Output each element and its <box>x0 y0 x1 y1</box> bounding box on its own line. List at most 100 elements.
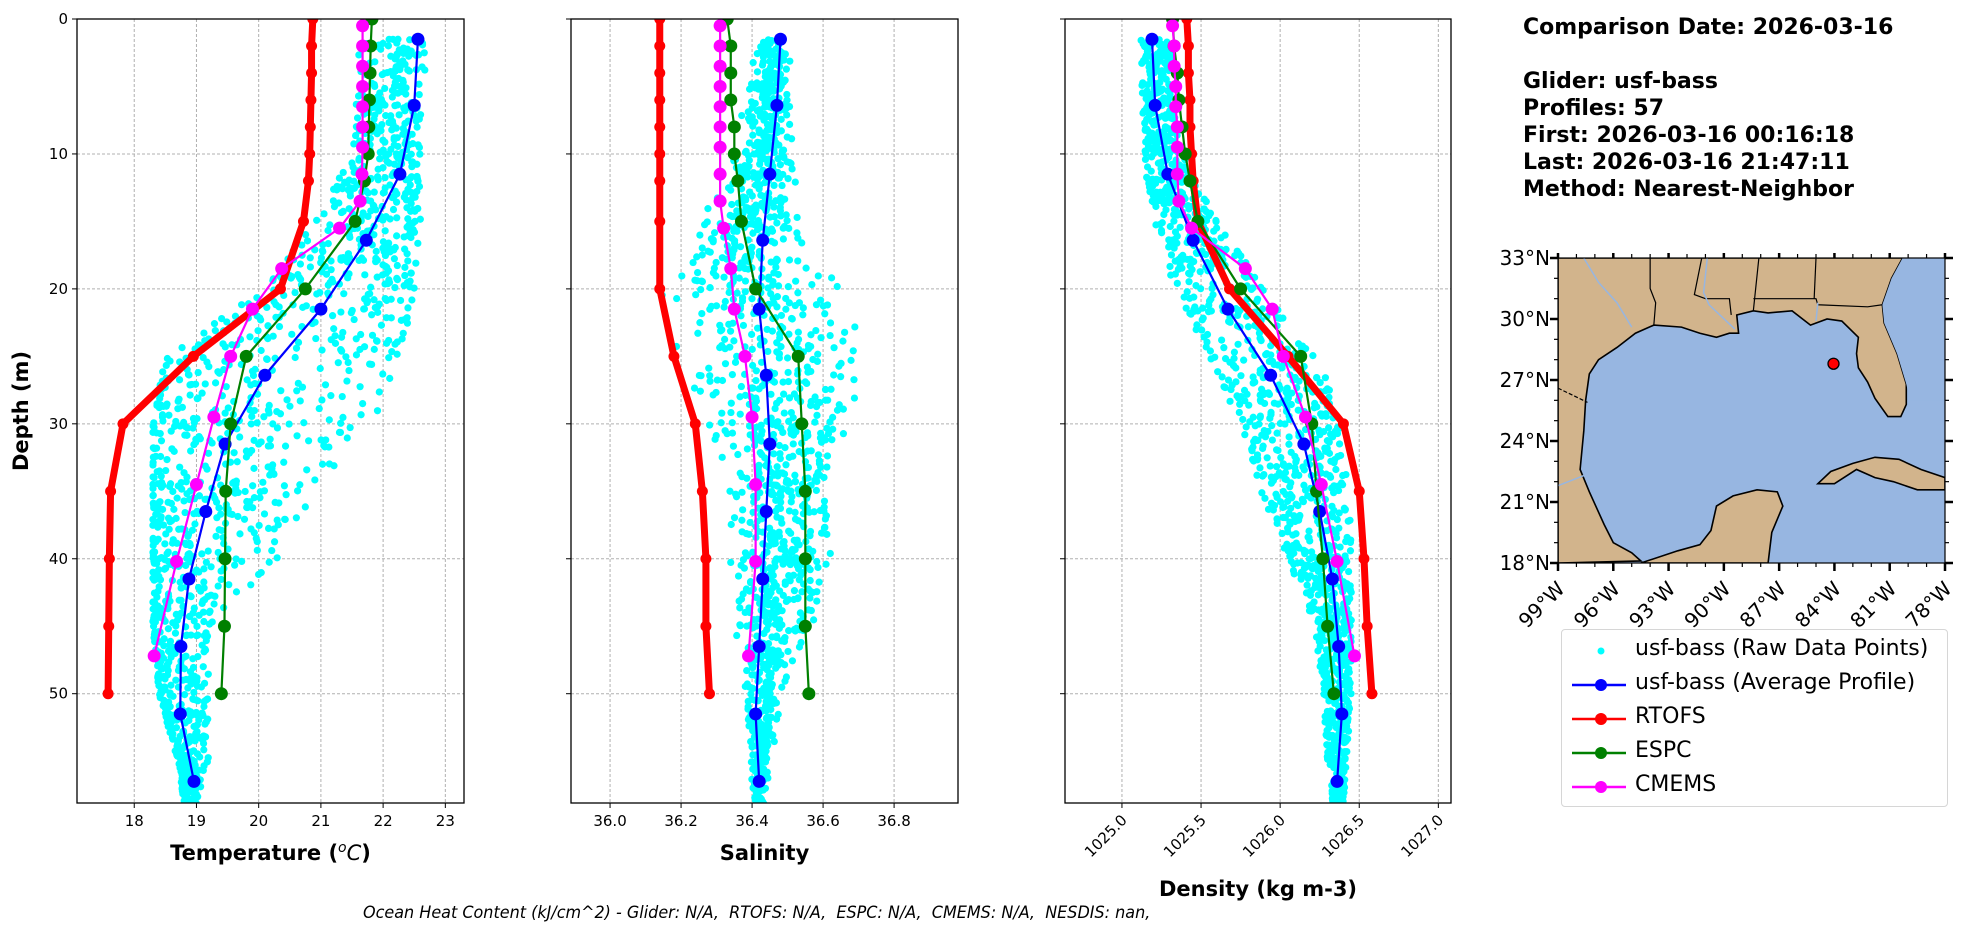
raw-data-point <box>243 376 251 384</box>
raw-data-point <box>775 141 783 149</box>
raw-data-point <box>717 419 725 427</box>
raw-data-point <box>1345 567 1353 576</box>
raw-data-point <box>393 350 401 358</box>
raw-data-point <box>763 325 771 334</box>
raw-data-point <box>805 545 813 553</box>
raw-data-point <box>255 521 263 530</box>
raw-data-point <box>1260 399 1269 408</box>
raw-data-point <box>189 424 197 432</box>
raw-data-point <box>331 332 339 340</box>
raw-data-point <box>1333 788 1341 796</box>
data-point-glider <box>1332 639 1346 653</box>
raw-data-point <box>215 369 223 377</box>
raw-data-point <box>171 629 180 637</box>
raw-data-point <box>243 503 252 512</box>
raw-data-point <box>1272 463 1281 471</box>
raw-data-point <box>393 261 401 270</box>
data-point-cmems <box>1170 120 1184 134</box>
raw-data-point <box>1236 306 1244 314</box>
raw-data-point <box>767 611 776 619</box>
raw-data-point <box>785 507 794 515</box>
raw-data-point <box>181 691 189 699</box>
raw-data-point <box>766 213 774 221</box>
raw-data-point <box>739 321 748 330</box>
raw-data-point <box>750 671 758 679</box>
raw-data-point <box>1173 232 1181 240</box>
raw-data-point <box>257 569 265 577</box>
raw-data-point <box>1212 216 1220 225</box>
raw-data-point <box>712 258 720 267</box>
raw-data-point <box>1294 501 1302 510</box>
raw-data-point <box>1345 684 1353 692</box>
raw-data-point <box>784 174 792 183</box>
raw-data-point <box>238 557 246 565</box>
raw-data-point <box>236 530 244 538</box>
raw-data-point <box>399 49 408 57</box>
raw-data-point <box>1258 489 1266 497</box>
raw-data-point <box>170 505 178 513</box>
raw-data-point <box>171 422 179 430</box>
raw-data-point <box>751 84 759 92</box>
raw-data-point <box>812 326 820 335</box>
data-point-cmems <box>1238 262 1252 276</box>
raw-data-point <box>249 482 257 490</box>
raw-data-point <box>168 733 176 741</box>
data-point-cmems <box>713 194 727 208</box>
data-point-cmems <box>1348 649 1361 663</box>
raw-data-point <box>381 174 389 182</box>
raw-data-point <box>1300 481 1308 489</box>
raw-data-point <box>812 486 820 495</box>
raw-data-point <box>182 795 190 803</box>
raw-data-point <box>374 165 382 173</box>
raw-data-point <box>1309 352 1317 360</box>
data-point-glider <box>756 572 770 586</box>
raw-data-point <box>319 247 327 256</box>
raw-data-point <box>338 347 346 355</box>
data-point-rtofs <box>654 148 666 160</box>
raw-data-point <box>729 442 738 450</box>
raw-data-point <box>303 237 312 245</box>
raw-data-point <box>393 39 401 47</box>
data-point-rtofs <box>307 19 319 25</box>
raw-data-point <box>787 498 795 506</box>
raw-data-point <box>343 179 351 187</box>
raw-data-point <box>409 140 417 148</box>
data-point-espc <box>798 484 812 498</box>
raw-data-point <box>785 527 793 535</box>
raw-data-point <box>202 718 210 726</box>
series-cmems <box>713 19 763 663</box>
data-point-rtofs <box>1224 283 1236 295</box>
raw-data-point <box>1166 222 1174 231</box>
raw-data-point <box>1283 497 1292 505</box>
raw-data-point <box>752 367 760 375</box>
raw-data-point <box>1228 381 1236 389</box>
raw-data-point <box>247 420 255 428</box>
raw-data-point <box>774 282 783 290</box>
raw-data-point <box>180 665 188 673</box>
raw-data-point <box>690 384 699 392</box>
raw-data-point <box>788 135 796 143</box>
raw-data-point <box>1343 722 1351 730</box>
raw-data-point <box>207 591 215 599</box>
raw-data-point <box>764 36 772 44</box>
density-panel: 1025.0 1025.5 1026.0 1026.5 1027.0 Density (k… <box>1060 18 1452 901</box>
raw-data-point <box>833 282 841 291</box>
raw-data-point <box>1188 266 1196 274</box>
raw-data-point <box>1322 683 1330 691</box>
raw-data-point <box>771 420 779 428</box>
raw-data-point <box>780 390 788 398</box>
raw-data-point <box>1221 231 1229 239</box>
raw-data-point <box>761 768 769 776</box>
raw-data-point <box>764 639 773 648</box>
raw-data-point <box>766 64 774 72</box>
raw-data-point <box>1270 399 1278 407</box>
raw-data-point <box>777 115 785 123</box>
raw-data-point <box>195 433 203 441</box>
raw-data-point <box>301 230 310 239</box>
raw-data-point <box>269 461 277 469</box>
raw-data-point <box>236 433 244 441</box>
raw-data-point <box>1147 167 1155 175</box>
x-tick-label: 21 <box>311 812 330 830</box>
raw-data-point <box>298 383 307 391</box>
raw-data-point <box>783 111 791 119</box>
